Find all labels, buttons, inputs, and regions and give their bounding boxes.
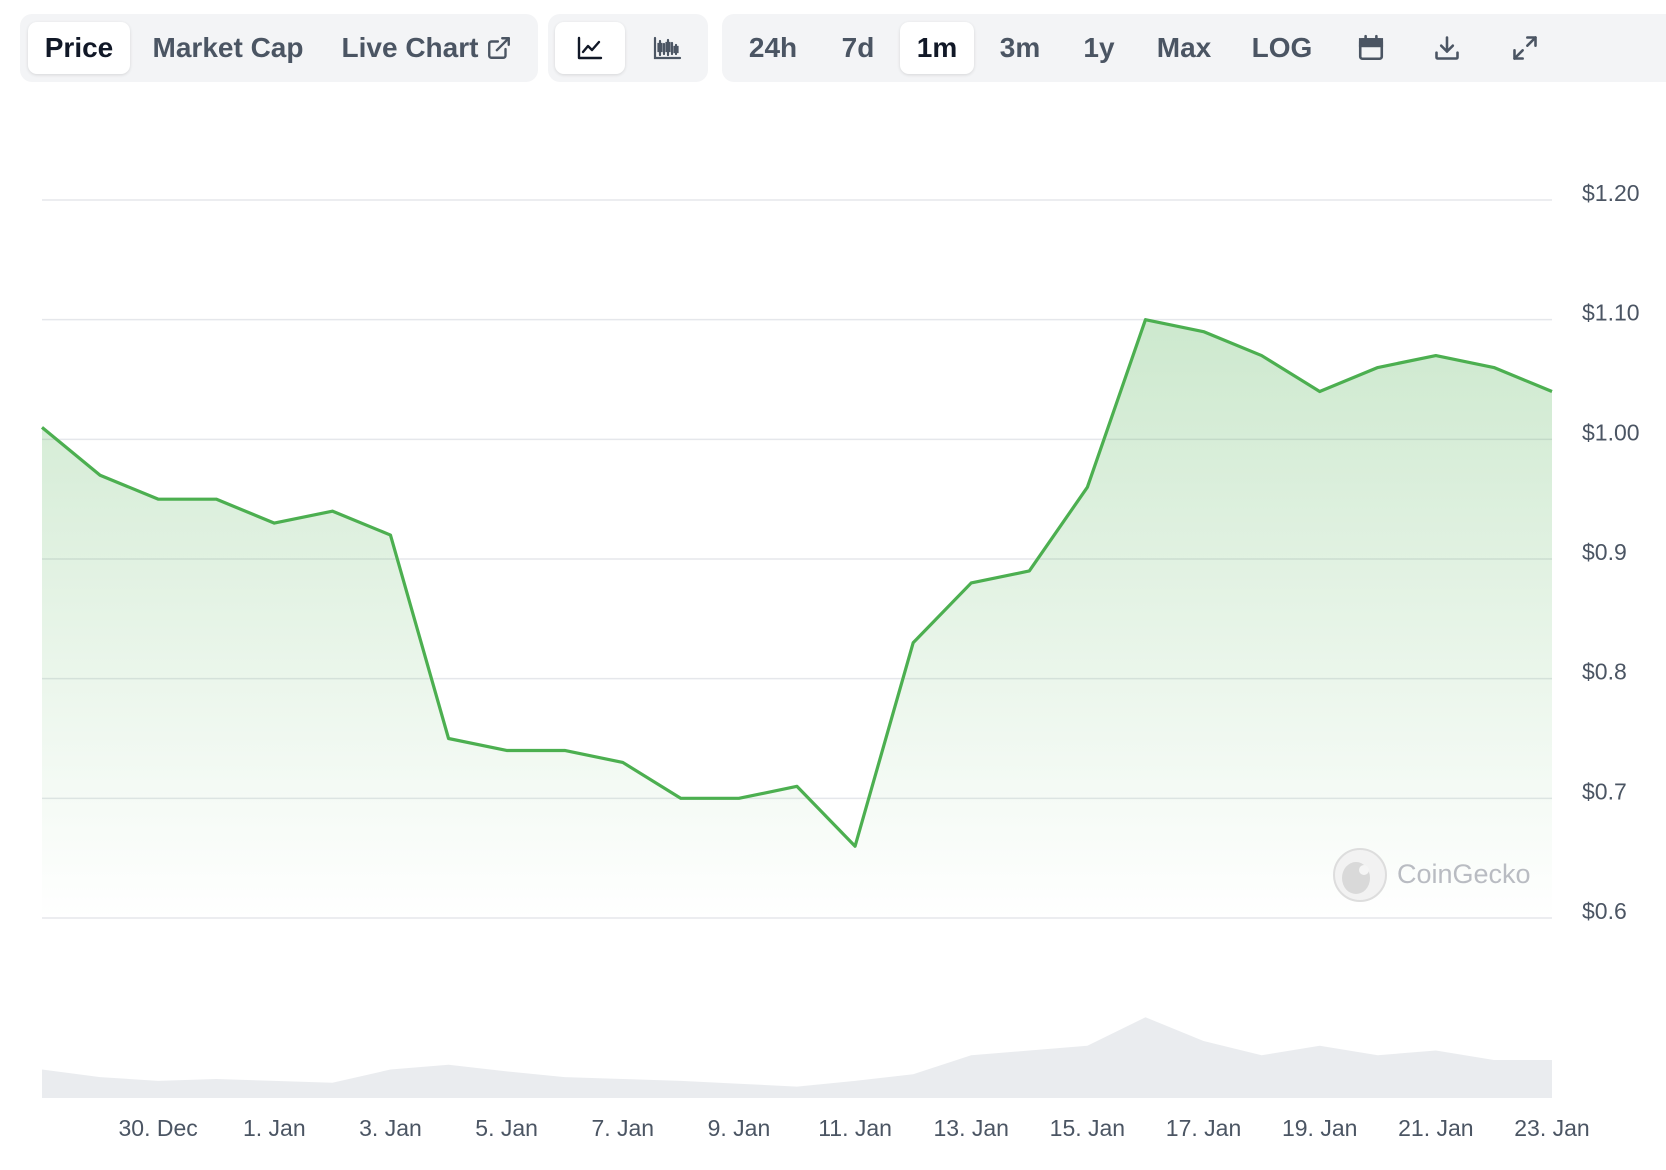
candlestick-chart-icon [652, 35, 682, 61]
range-7d[interactable]: 7d [822, 22, 894, 74]
y-tick-label: $1.00 [1582, 419, 1640, 445]
price-point[interactable] [94, 469, 106, 481]
range-3m[interactable]: 3m [982, 22, 1058, 74]
y-axis: $1.20 $1.10 $1.00 $0.9 $0.8 $0.7 $0.6 [1582, 180, 1640, 924]
range-3m-label: 3m [999, 32, 1041, 63]
price-area-fill [42, 319, 1552, 919]
coingecko-watermark-text: CoinGecko [1397, 859, 1531, 889]
range-7d-label: 7d [841, 32, 875, 63]
expand-icon [1511, 34, 1539, 62]
price-point[interactable] [1139, 314, 1151, 326]
range-24h[interactable]: 24h [730, 22, 816, 74]
y-tick-label: $0.6 [1582, 898, 1627, 924]
tab-live-chart[interactable]: Live Chart [332, 22, 522, 74]
x-tick-label: 23. Jan [1514, 1115, 1589, 1141]
y-tick-label: $0.9 [1582, 539, 1627, 565]
price-point[interactable] [1430, 350, 1442, 362]
range-24h-label: 24h [748, 32, 798, 63]
x-tick-label: 11. Jan [818, 1115, 892, 1141]
x-tick-label: 3. Jan [359, 1115, 422, 1141]
log-scale-toggle[interactable]: LOG [1236, 22, 1328, 74]
price-point[interactable] [443, 733, 455, 745]
price-point[interactable] [733, 792, 745, 804]
price-point[interactable] [326, 505, 338, 517]
price-line [40, 318, 1553, 848]
price-point[interactable] [1372, 362, 1384, 374]
price-point[interactable] [501, 744, 513, 756]
candlestick-chart-button[interactable] [632, 22, 702, 74]
tab-market-cap[interactable]: Market Cap [144, 22, 312, 74]
price-point[interactable] [791, 780, 803, 792]
chart-type-group [548, 14, 708, 82]
x-tick-label: 19. Jan [1282, 1115, 1357, 1141]
expand-button[interactable] [1488, 22, 1562, 74]
tab-market-cap-label: Market Cap [152, 32, 304, 63]
x-tick-label: 21. Jan [1398, 1115, 1473, 1141]
x-tick-label: 7. Jan [591, 1115, 654, 1141]
line-chart-icon [576, 35, 604, 61]
range-1m[interactable]: 1m [900, 22, 974, 74]
range-max-label: Max [1156, 32, 1212, 63]
price-point[interactable] [965, 577, 977, 589]
price-series-line [40, 318, 1553, 848]
x-tick-label: 17. Jan [1166, 1115, 1241, 1141]
y-tick-label: $1.10 [1582, 300, 1640, 326]
price-point[interactable] [849, 840, 861, 852]
range-group: 24h 7d 1m 3m 1y Max LOG [722, 14, 1666, 82]
price-point[interactable] [1488, 362, 1500, 374]
external-link-icon [486, 35, 512, 61]
x-tick-label: 15. Jan [1050, 1115, 1125, 1141]
download-button[interactable] [1412, 22, 1482, 74]
view-tab-group: Price Market Cap Live Chart [20, 14, 538, 82]
price-point[interactable] [617, 756, 629, 768]
volume-area [42, 1017, 1552, 1098]
x-tick-label: 13. Jan [934, 1115, 1009, 1141]
x-tick-label: 9. Jan [708, 1115, 771, 1141]
tab-price[interactable]: Price [28, 22, 130, 74]
x-tick-label: 30. Dec [119, 1115, 198, 1141]
y-tick-label: $0.7 [1582, 778, 1627, 804]
price-point[interactable] [210, 493, 222, 505]
price-point[interactable] [1023, 565, 1035, 577]
line-chart-button[interactable] [555, 22, 625, 74]
coingecko-watermark: CoinGecko [1333, 848, 1531, 902]
x-tick-label: 5. Jan [475, 1115, 538, 1141]
volume-shape [42, 1017, 1552, 1098]
range-1m-label: 1m [916, 32, 958, 63]
calendar-button[interactable] [1336, 22, 1406, 74]
price-point[interactable] [268, 517, 280, 529]
download-icon [1433, 34, 1461, 62]
price-point[interactable] [559, 744, 571, 756]
price-point[interactable] [1256, 350, 1268, 362]
tab-price-label: Price [44, 32, 114, 63]
price-point[interactable] [1081, 481, 1093, 493]
x-tick-label: 1. Jan [243, 1115, 306, 1141]
coingecko-logo-eye [1359, 865, 1369, 875]
price-point[interactable] [384, 529, 396, 541]
price-area-shape [42, 319, 1552, 919]
range-1y-label: 1y [1083, 32, 1115, 63]
price-point[interactable] [152, 493, 164, 505]
price-point[interactable] [1314, 385, 1326, 397]
x-axis: 30. Dec 1. Jan 3. Jan 5. Jan 7. Jan 9. Jan 11.… [119, 1115, 1590, 1141]
range-max[interactable]: Max [1140, 22, 1228, 74]
calendar-icon [1358, 34, 1384, 62]
range-1y[interactable]: 1y [1066, 22, 1132, 74]
price-point[interactable] [907, 637, 919, 649]
price-point[interactable] [1198, 326, 1210, 338]
price-point[interactable] [36, 421, 48, 433]
price-point[interactable] [1546, 385, 1558, 397]
y-tick-label: $1.20 [1582, 180, 1640, 206]
price-point[interactable] [675, 792, 687, 804]
log-scale-label: LOG [1251, 32, 1313, 63]
tab-live-chart-label: Live Chart [341, 32, 479, 63]
y-tick-label: $0.8 [1582, 659, 1627, 685]
